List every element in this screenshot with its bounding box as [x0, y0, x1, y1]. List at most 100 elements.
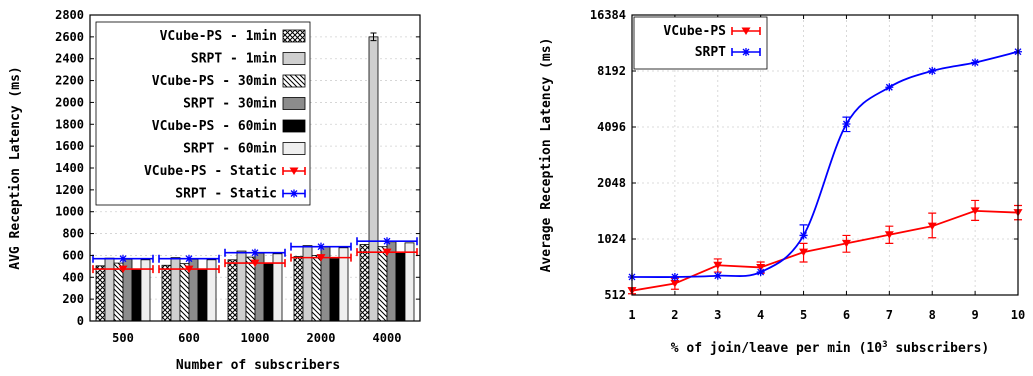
data-point — [713, 261, 723, 270]
x-tick-label: 500 — [112, 331, 134, 345]
bar — [338, 247, 349, 322]
x-tick-label: 10 — [1011, 308, 1025, 322]
static-line-marker — [317, 242, 325, 251]
data-point — [884, 231, 894, 239]
data-point — [842, 120, 851, 129]
data-point — [756, 268, 765, 277]
y-tick-label: 1024 — [597, 232, 626, 246]
line-chart-series — [627, 47, 1023, 295]
static-line-marker — [251, 248, 259, 257]
y-tick-label: 2048 — [597, 176, 626, 190]
legend-swatch — [282, 119, 306, 133]
bar — [329, 258, 340, 322]
static-line-marker — [316, 254, 326, 262]
legend-label: VCube-PS — [663, 24, 726, 39]
y-tick-label: 2200 — [55, 74, 84, 88]
series-line — [631, 209, 1019, 292]
y-tick-label: 512 — [604, 288, 626, 302]
x-tick-label: 2000 — [307, 331, 336, 345]
x-tick-label: 9 — [971, 308, 978, 322]
legend-label: SRPT - 1min — [191, 52, 277, 67]
y-tick-label: 600 — [62, 248, 84, 262]
line-chart-legend: VCube-PS SRPT — [633, 16, 768, 70]
bar — [245, 256, 256, 322]
y-tick-label: 16384 — [590, 8, 626, 22]
data-point — [756, 263, 766, 272]
x-tick-label: 5 — [800, 308, 807, 322]
bar-error-bar — [370, 32, 377, 42]
x-tick-label: 2 — [671, 308, 678, 322]
line-chart-y-ticks: 512 1024 2048 4096 8192 16384 — [590, 8, 1018, 302]
static-line-marker — [185, 254, 193, 263]
bar — [161, 264, 172, 322]
legend-label: VCube-PS - 30min — [152, 74, 277, 89]
bar — [131, 269, 142, 322]
legend-label: SRPT - Static — [175, 187, 277, 202]
bar — [263, 263, 274, 322]
data-point — [670, 280, 680, 288]
y-tick-label: 2400 — [55, 52, 84, 66]
bar — [293, 256, 304, 322]
bar — [104, 257, 115, 322]
data-point — [970, 207, 980, 215]
legend-marker — [742, 48, 750, 56]
bar — [311, 255, 322, 322]
bar — [404, 242, 415, 322]
static-line-marker — [382, 248, 392, 257]
y-tick-label: 2000 — [55, 95, 84, 109]
legend-box — [95, 21, 311, 206]
legend-label: SRPT - 60min — [183, 142, 277, 157]
data-point — [928, 66, 937, 75]
bar-chart-y-axis-label: AVG Reception Latency (ms) — [8, 66, 23, 270]
data-point — [713, 271, 722, 280]
y-tick-label: 8192 — [597, 64, 626, 78]
bar — [368, 36, 379, 322]
legend-marker — [290, 189, 298, 198]
bar — [197, 269, 208, 322]
legend-marker — [289, 167, 299, 175]
legend-label: VCube-PS - 1min — [160, 29, 277, 44]
x-tick-label: 4000 — [373, 331, 402, 345]
data-point — [927, 222, 937, 231]
static-line-marker — [184, 265, 194, 274]
bar-chart-lines — [92, 237, 418, 274]
y-tick-label: 400 — [62, 270, 84, 284]
x-tick-label: 4 — [757, 308, 764, 322]
static-line-marker — [118, 265, 128, 274]
static-line-marker — [383, 237, 391, 246]
bar — [227, 259, 238, 322]
line-chart: 512 1024 2048 4096 8192 16384 1 2 3 4 5 6 7 8 9 10 % o… — [539, 8, 1025, 356]
y-tick-label: 2600 — [55, 30, 84, 44]
x-tick-label: 1000 — [241, 331, 270, 345]
bar-chart-bars — [95, 32, 415, 322]
x-tick-label: 1 — [628, 308, 635, 322]
bar-chart: 0 200 400 600 800 1000 1200 1400 1600 1800 2000 220… — [8, 8, 421, 373]
data-point — [971, 58, 980, 67]
y-tick-label: 1200 — [55, 183, 84, 197]
legend-box — [633, 16, 768, 70]
series-line — [631, 50, 1019, 278]
bar — [113, 262, 124, 322]
data-point — [670, 272, 679, 281]
x-tick-label: 7 — [886, 308, 893, 322]
x-tick-label: 600 — [178, 331, 200, 345]
bar-chart-x-axis-label: Number of subscribers — [176, 358, 340, 373]
y-tick-label: 4096 — [597, 120, 626, 134]
legend-label: SRPT — [695, 45, 726, 60]
legend-swatch — [282, 29, 306, 43]
data-point — [841, 239, 851, 248]
x-tick-label: 6 — [843, 308, 850, 322]
bar — [95, 265, 106, 322]
data-point — [799, 248, 809, 257]
static-line-marker — [119, 254, 127, 263]
bar — [395, 251, 406, 322]
static-line-marker — [250, 259, 260, 268]
x-tick-label: 3 — [714, 308, 721, 322]
bar — [236, 250, 247, 322]
legend-swatch — [282, 142, 306, 155]
bar — [359, 244, 370, 322]
y-tick-label: 0 — [77, 314, 84, 328]
line-chart-x-ticks: 1 2 3 4 5 6 7 8 9 10 — [628, 15, 1025, 322]
data-point — [885, 83, 894, 92]
